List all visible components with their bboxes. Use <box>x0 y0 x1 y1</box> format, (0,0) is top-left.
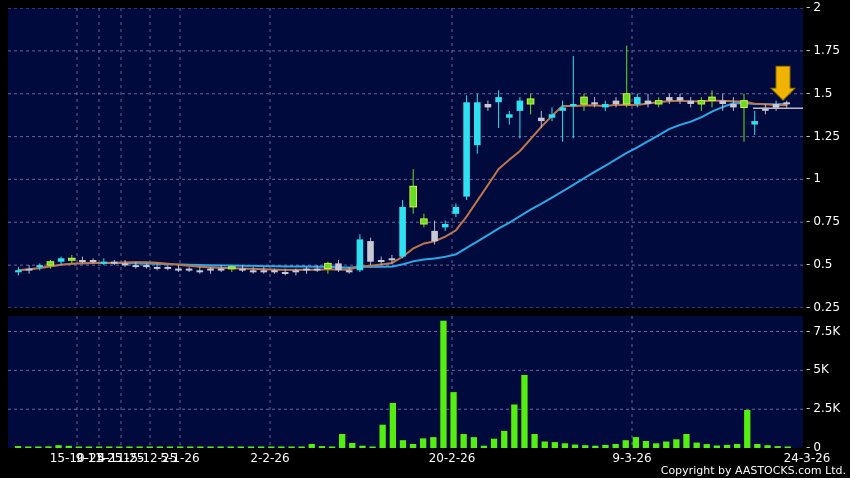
date-axis-tick: 4-11-25 <box>97 451 145 465</box>
date-axis-tick: 9-11-25 <box>75 451 123 465</box>
volume-axis-tick: -2.5K <box>806 401 841 416</box>
volume-axis-tick: -0 <box>806 440 821 454</box>
date-axis-tick: 9-3-26 <box>612 451 652 465</box>
price-axis-tick: -1.5 <box>806 85 833 100</box>
volume-chart-panel[interactable] <box>8 316 803 448</box>
volume-axis-tick: -5K <box>806 362 829 377</box>
date-axis-tick: 24-3-26 <box>783 451 831 465</box>
price-axis-tick: -1.25 <box>806 128 841 143</box>
price-axis-tick: -2 <box>806 0 821 14</box>
date-axis-tick: 15-12-25 <box>122 451 178 465</box>
volume-axis-tick: -7.5K <box>806 323 841 338</box>
price-chart-panel[interactable] <box>8 8 803 308</box>
price-axis-tick: -0.5 <box>806 257 833 272</box>
price-axis-tick: -0.75 <box>806 214 841 229</box>
price-axis-tick: -1.75 <box>806 42 841 57</box>
date-axis-tick: 5-1-26 <box>160 451 200 465</box>
copyright-watermark: Copyright by AASTOCKS.com Ltd. <box>660 464 846 477</box>
volume-chart-svg <box>8 316 803 448</box>
last-price-arrow-icon <box>769 65 797 101</box>
price-chart-svg <box>8 8 803 308</box>
date-axis-tick: 2-2-26 <box>250 451 290 465</box>
date-axis-tick: 15-10-25 <box>49 451 105 465</box>
price-axis-tick: -1 <box>806 171 821 186</box>
price-axis-tick: -0.25 <box>806 300 841 314</box>
date-axis-tick: 20-2-26 <box>428 451 476 465</box>
